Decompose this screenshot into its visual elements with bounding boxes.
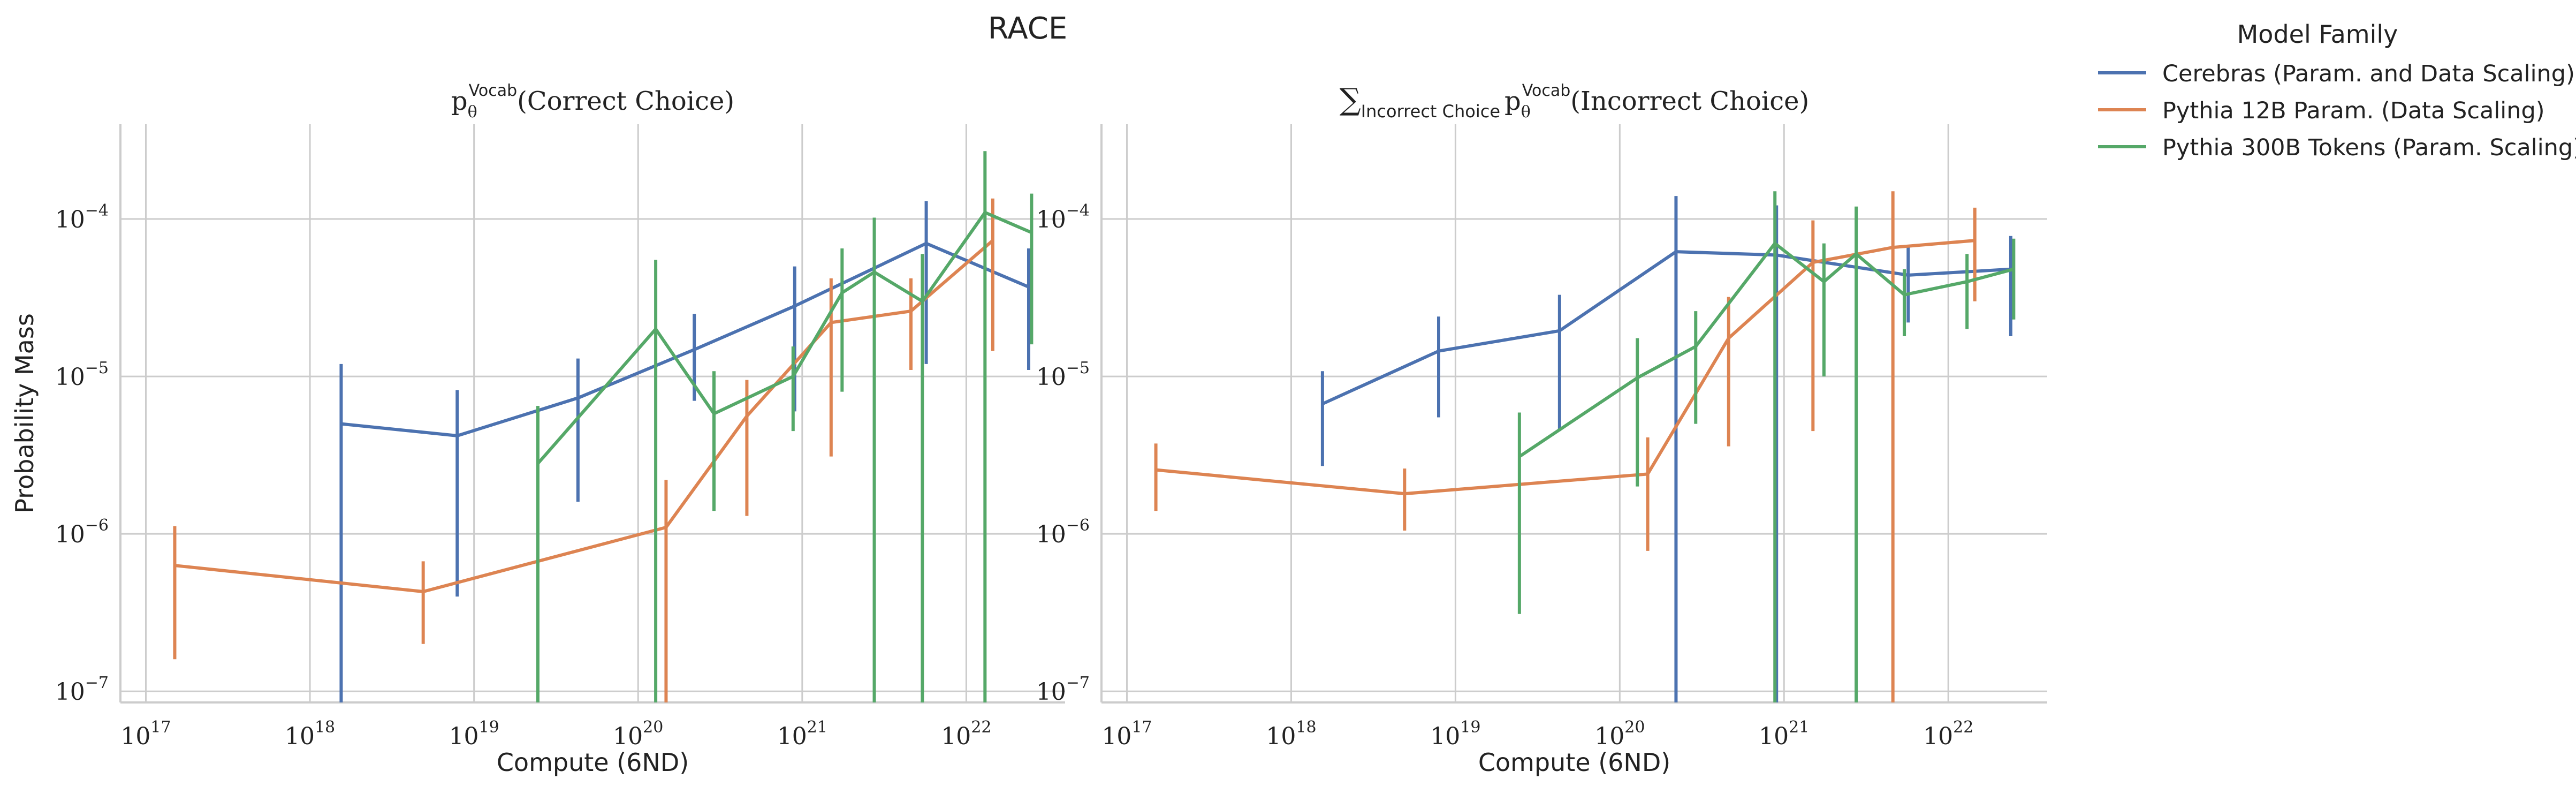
data-point [457,435,458,436]
series-pythia-300b-tokens-param-scaling [536,151,1034,702]
x-tick-label: 1022 [1923,718,1973,750]
data-point [1974,240,1975,241]
x-tick-label: 1019 [1430,718,1480,750]
panel-title: ∑Incorrect Choice pθVocab(Incorrect Choic… [1340,81,1810,122]
data-point [1028,286,1029,288]
x-tick-label: 1019 [449,718,499,750]
x-tick-label: 1017 [120,718,171,750]
y-tick-label: 10−7 [1036,674,1090,706]
x-tick-label: 1020 [1594,718,1645,750]
legend-entry-pythia-12b: Pythia 12B Param. (Data Scaling) [2098,97,2545,124]
series-pythia-300b-tokens-param-scaling [1517,191,2016,702]
legend-title: Model Family [2237,20,2398,49]
x-axis-label: Compute (6ND) [1478,748,1670,777]
x-tick-label: 1020 [613,718,663,750]
legend-label-pythia-12b: Pythia 12B Param. (Data Scaling) [2162,97,2545,124]
series-line [1518,241,2015,458]
series-pythia-12b-param-data-scaling [1154,191,1977,702]
x-tick-label: 1018 [1266,718,1316,750]
y-tick-label: 10−4 [1036,201,1090,233]
panel-title: pθVocab(Correct Choice) [451,81,734,122]
y-tick-label: 10−6 [55,516,109,548]
y-tick-label: 10−4 [55,201,109,233]
series-cerebras-param-and-data-scaling [339,201,1030,702]
legend-label-pythia-300b: Pythia 300B Tokens (Param. Scaling) [2162,134,2576,161]
legend-entry-pythia-300b: Pythia 300B Tokens (Param. Scaling) [2098,134,2576,161]
data-point [1559,330,1560,331]
series-pythia-12b-param-data-scaling [173,198,994,702]
data-point [713,413,715,414]
data-point [1637,377,1638,379]
legend-label-cerebras: Cerebras (Param. and Data Scaling) [2162,61,2575,87]
series-line [1156,239,1975,496]
data-point [874,271,875,273]
y-tick-label: 10−7 [55,674,109,706]
series-line [1321,250,2011,406]
x-axis-label: Compute (6ND) [497,748,689,777]
series-line [536,210,1032,465]
series-line [174,239,994,593]
y-tick-label: 10−5 [55,359,109,391]
panel-correct-choice: 1017 1018 1019 1020 1021 1022 10−7 10−6 10−5 10−4… [10,81,1065,777]
x-tick-label: 1021 [777,718,827,750]
data-point [174,565,175,566]
x-tick-label: 1017 [1101,718,1152,750]
x-tick-label: 1022 [941,718,991,750]
legend: Model Family Cerebras (Param. and Data S… [2098,20,2576,161]
x-tick-label: 1021 [1759,718,1809,750]
figure-title: RACE [988,11,1067,46]
y-axis-label: Probability Mass [10,313,39,513]
data-point [992,240,993,241]
panel-incorrect-choice: 1017 1018 1019 1020 1021 1022 10−7 10−6 10−5 10−4… [1036,81,2047,777]
data-point [1031,232,1032,233]
x-tick-label: 1018 [285,718,335,750]
series-cerebras-param-and-data-scaling [1320,196,2012,702]
data-point [537,463,538,464]
y-tick-label: 10−5 [1036,359,1090,391]
y-tick-label: 10−6 [1036,516,1090,548]
legend-entry-cerebras: Cerebras (Param. and Data Scaling) [2098,61,2575,87]
data-point [1904,294,1905,296]
